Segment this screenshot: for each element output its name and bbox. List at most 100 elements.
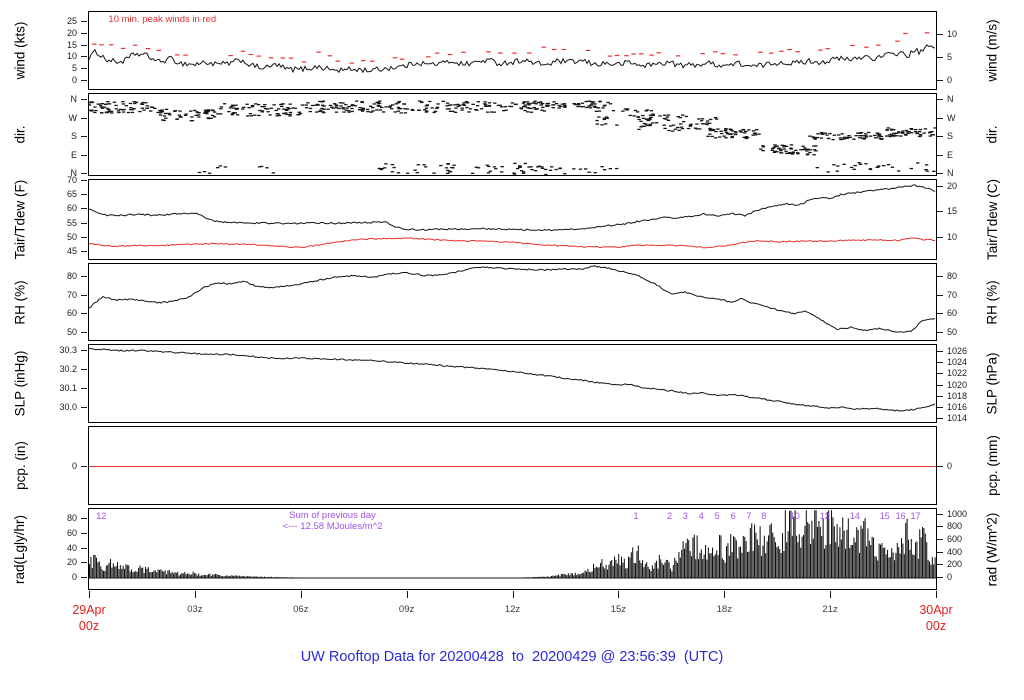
y-tick-mark: [937, 117, 943, 119]
pcp-plot-canvas: [89, 465, 936, 468]
y-tick-mark: [937, 418, 943, 420]
y-tick-label: 25: [66, 15, 77, 26]
axis-title-right-tair_tdew: Tair/Tdew (C): [976, 179, 1008, 260]
y-tick-label: 1016: [947, 402, 968, 412]
y-tick-mark: [937, 539, 943, 540]
rad-hour-mark: 7: [746, 511, 752, 521]
rad-hour-mark: 14: [849, 511, 860, 521]
y-tick-mark: [937, 313, 943, 315]
y-tick-mark: [937, 276, 943, 278]
x-tick-label: 15z: [610, 604, 627, 615]
axis-title-left-rad: rad(Lgly/hr): [4, 508, 36, 590]
y-tick-mark: [937, 154, 943, 156]
y-tick-label: 80: [66, 513, 77, 523]
y-tick-label: N: [947, 168, 954, 178]
rad-hour-mark: 10: [789, 511, 800, 521]
y-tick-mark: [937, 577, 943, 578]
axis-title-right-rh: RH (%): [976, 263, 1008, 341]
rad-hour-mark: 8: [761, 511, 767, 521]
y-tick-label: 70: [947, 289, 958, 300]
rad-hour-mark: 12: [819, 511, 830, 521]
y-tick-label: 30.1: [59, 382, 77, 393]
y-tick-mark: [81, 562, 87, 564]
y-tick-mark: [81, 154, 87, 156]
y-tick-label: 20: [947, 180, 958, 191]
axis-title-right-slp: SLP (hPa): [976, 344, 1008, 423]
y-tick-label: 0: [71, 572, 77, 582]
y-tick-label: N: [70, 168, 78, 178]
y-tick-mark: [81, 276, 87, 278]
y-tick-mark: [81, 368, 87, 370]
axis-title-text: SLP (hPa): [984, 352, 1000, 415]
x-tick-mark: [830, 591, 832, 598]
y-tick-label: E: [947, 149, 954, 160]
y-tick-label: S: [70, 131, 77, 141]
y-tick-label: 400: [947, 546, 963, 557]
y-tick-label: 40: [66, 542, 77, 553]
y-tick-mark: [937, 526, 943, 528]
y-tick-label: 600: [947, 534, 963, 544]
series-wind_peak_10min_kts: [92, 32, 930, 64]
x-tick-mark: [618, 591, 620, 598]
rad-hour-mark: 3: [682, 511, 688, 521]
rad-hour-mark: 6: [730, 511, 736, 521]
y-tick-mark: [937, 211, 943, 213]
x-tick-mark: [724, 591, 726, 598]
axis-title-text: dir.: [12, 125, 28, 144]
series-Tdew_F: [89, 237, 935, 249]
y-tick-label: 50: [66, 231, 77, 242]
y-tick-mark: [937, 99, 943, 100]
y-tick-mark: [81, 173, 87, 174]
y-tick-label: 0: [71, 75, 77, 86]
y-tick-label: 15: [66, 39, 77, 50]
y-tick-mark: [81, 518, 87, 519]
rad-plot-canvas: [89, 510, 936, 579]
y-tick-label: 0: [947, 572, 953, 582]
y-tick-mark: [81, 349, 87, 351]
y-tick-mark: [81, 387, 87, 389]
panel-rh: [88, 263, 937, 341]
y-tick-mark: [937, 34, 943, 36]
y-tick-label: 60: [66, 203, 77, 214]
axis-title-text: pcp. (mm): [984, 435, 1000, 496]
y-tick-label: 10: [947, 29, 958, 40]
x-axis-start_label-line1: 29Apr: [72, 603, 106, 617]
y-tick-label: 65: [66, 189, 77, 200]
y-tick-label: 800: [947, 521, 963, 532]
x-tick-mark: [89, 591, 90, 598]
rad-hour-mark: 1: [633, 511, 639, 521]
axis-title-text: Tair/Tdew (F): [12, 179, 28, 260]
wind-plot-canvas: [89, 32, 936, 74]
y-tick-label: 0: [71, 460, 77, 471]
y-tick-label: E: [70, 149, 77, 160]
panel-dir: [88, 93, 937, 176]
panel-wind: [88, 11, 937, 90]
y-tick-label: 30.2: [59, 363, 77, 374]
y-tick-mark: [81, 180, 87, 181]
rad-hour-mark: 16: [895, 511, 906, 521]
y-tick-label: 20: [66, 27, 77, 38]
y-tick-label: N: [70, 94, 78, 104]
y-tick-label: 70: [66, 175, 77, 185]
axis-title-text: RH (%): [12, 279, 28, 325]
y-tick-label: 10: [66, 51, 77, 62]
panel-annotation: 10 min. peak winds in red: [108, 14, 217, 25]
y-tick-mark: [81, 465, 87, 467]
x-tick-label: 03z: [187, 604, 203, 615]
x-tick-label: 06z: [293, 604, 309, 615]
y-tick-label: 50: [947, 327, 958, 337]
y-tick-mark: [937, 294, 943, 296]
y-tick-mark: [81, 236, 87, 238]
y-tick-mark: [937, 395, 943, 397]
axis-title-left-slp: SLP (inHg): [4, 344, 36, 423]
y-tick-label: 5: [71, 63, 77, 74]
y-tick-mark: [81, 407, 87, 408]
y-tick-label: 5: [947, 52, 953, 63]
y-tick-mark: [81, 68, 87, 70]
y-tick-label: 1000: [947, 508, 968, 519]
y-tick-label: 60: [947, 308, 958, 319]
rad-hour-mark: 5: [714, 511, 720, 521]
y-tick-label: 1018: [947, 390, 968, 401]
rad-hour-mark: 4: [698, 511, 704, 521]
axis-title-text: rad(Lgly/hr): [12, 514, 28, 584]
